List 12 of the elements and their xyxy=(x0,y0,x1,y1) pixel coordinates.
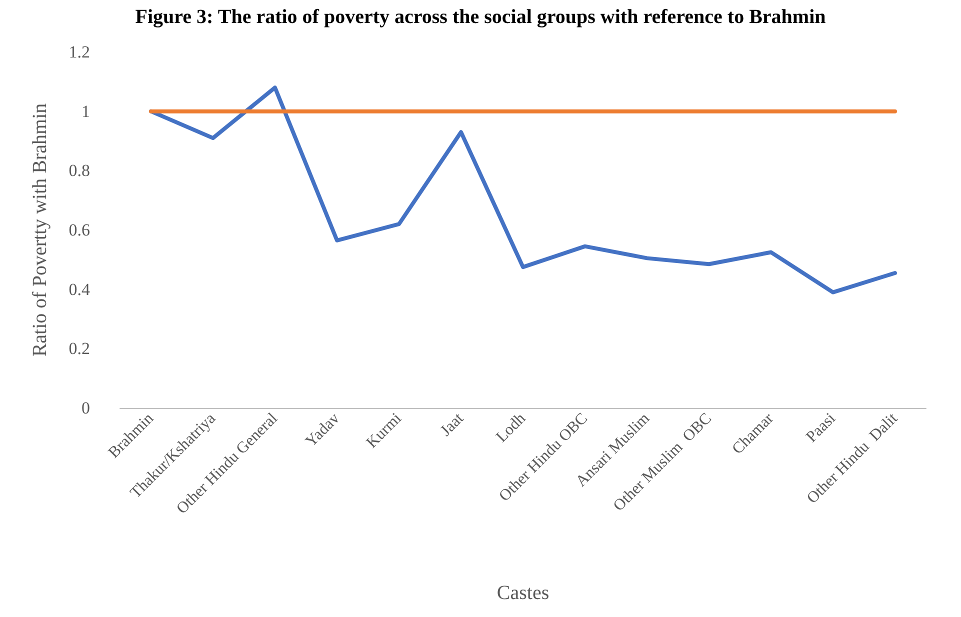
y-tick-label: 1.2 xyxy=(68,42,90,62)
x-tick-label: Jaat xyxy=(437,410,468,440)
y-axis-title: Ratio of Povertty with Brahmin xyxy=(29,103,51,357)
x-axis-title: Castes xyxy=(496,582,550,604)
y-tick-label: 1 xyxy=(82,102,90,121)
y-tick-label: 0.6 xyxy=(68,220,90,240)
line-series xyxy=(149,86,897,294)
y-tick-label: 0.8 xyxy=(68,161,90,180)
y-tick-label: 0 xyxy=(82,398,90,418)
y-tick-label: 0.4 xyxy=(68,280,90,299)
chart-title: Figure 3: The ratio of poverty across the social groups with reference to Brahmin xyxy=(135,6,826,28)
y-tick-label: 0.2 xyxy=(68,339,90,358)
